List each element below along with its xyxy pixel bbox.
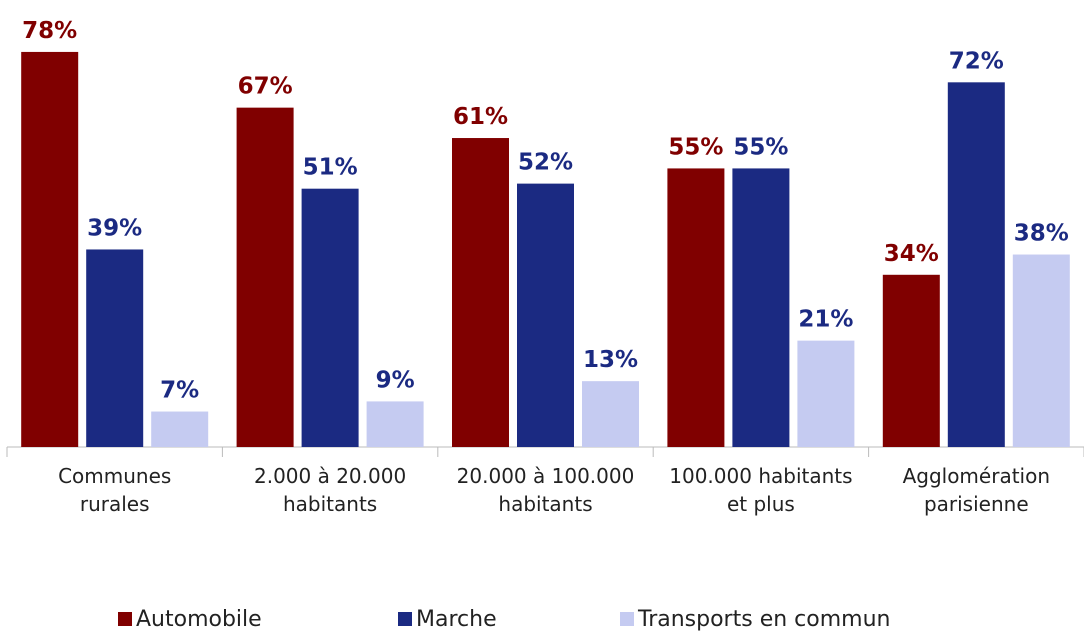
data-label: 9% — [376, 367, 415, 393]
bar — [1012, 254, 1070, 447]
data-label: 34% — [884, 241, 939, 267]
legend-label: Marche — [416, 607, 497, 632]
data-label: 7% — [160, 378, 199, 404]
legend-label: Automobile — [136, 607, 262, 632]
data-label: 55% — [668, 134, 723, 160]
data-label: 61% — [453, 104, 508, 130]
legend-swatch — [398, 612, 412, 626]
data-label: 55% — [733, 134, 788, 160]
bar — [732, 168, 790, 448]
bar — [236, 107, 294, 448]
data-label: 52% — [518, 150, 573, 176]
bar — [301, 188, 359, 447]
data-label: 38% — [1014, 221, 1069, 247]
x-tick-label: 2.000 à 20.000 habitants — [253, 464, 407, 516]
legend-swatch — [118, 612, 132, 626]
bar — [151, 411, 209, 447]
data-label: 21% — [798, 307, 853, 333]
data-label: 78% — [22, 18, 77, 44]
bar — [667, 168, 725, 448]
bar — [582, 381, 639, 447]
data-label: 67% — [238, 74, 293, 100]
legend-swatch — [620, 612, 634, 626]
bar — [366, 401, 424, 447]
bar — [797, 340, 855, 447]
bar — [452, 138, 509, 447]
x-tick-label: Agglomération parisienne — [902, 464, 1051, 516]
legend-label: Transports en commun — [637, 607, 890, 632]
bar — [21, 51, 79, 448]
data-label: 72% — [949, 48, 1004, 74]
bar — [86, 249, 144, 447]
x-tick-label: 20.000 à 100.000 habitants — [456, 464, 635, 516]
data-label: 51% — [303, 155, 358, 181]
x-tick-label: 100.000 habitants et plus — [669, 464, 853, 516]
x-tick-label: Communes rurales — [58, 464, 172, 516]
data-label: 39% — [87, 215, 142, 241]
bar — [517, 183, 574, 447]
bar — [882, 274, 940, 447]
bar — [947, 82, 1005, 447]
data-label: 13% — [583, 347, 638, 373]
